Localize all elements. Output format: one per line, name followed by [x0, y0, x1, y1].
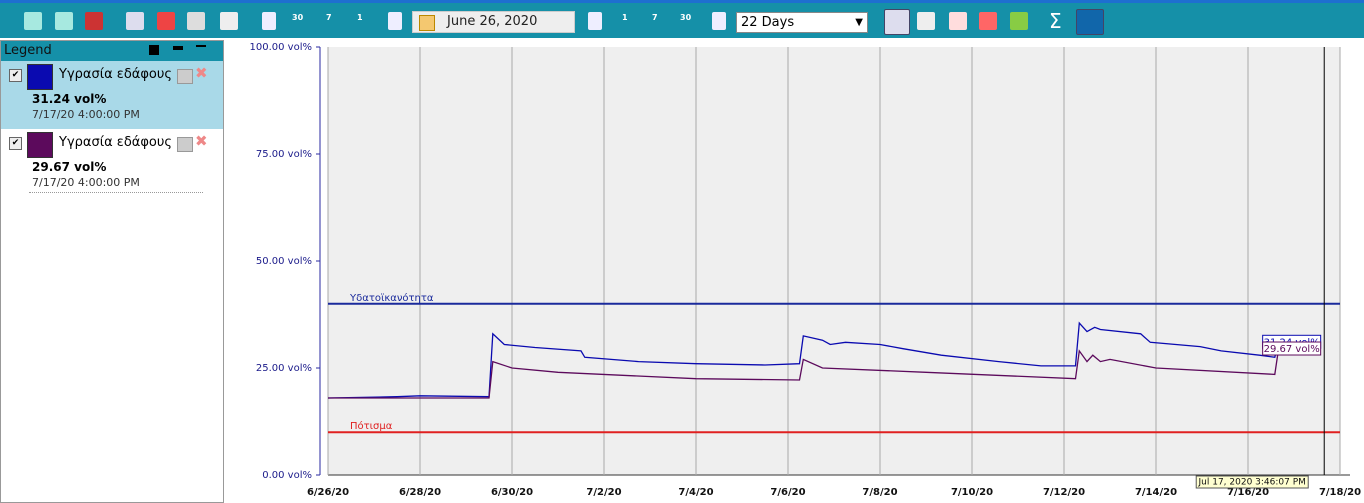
nav-fwd[interactable]: 1: [622, 13, 628, 22]
x-tick-label: 7/12/20: [1043, 487, 1085, 498]
x-tick-label: 7/16/20: [1227, 487, 1269, 498]
options-button[interactable]: [177, 69, 193, 84]
legend-entry[interactable]: ✔ Υγρασία εδάφους ✖ 31.24 vol% 7/17/20 4:00:…: [1, 61, 223, 129]
checkbox[interactable]: ✔: [9, 69, 22, 82]
chart-view-button[interactable]: [884, 9, 910, 35]
checkbox[interactable]: ✔: [9, 137, 22, 150]
export-button[interactable]: [85, 12, 103, 30]
date-text: June 26, 2020: [447, 14, 538, 29]
eye-button[interactable]: [1076, 9, 1104, 35]
table-view-button[interactable]: [917, 12, 935, 30]
x-tick-label: 7/4/20: [678, 487, 713, 498]
nav-back[interactable]: 7: [326, 13, 332, 22]
color-swatch: [27, 64, 53, 90]
remove-button[interactable]: ✖: [195, 64, 208, 82]
cursor-label: Jul 17, 2020 3:46:07 PM: [1198, 478, 1306, 488]
x-tick-label: 6/26/20: [307, 487, 349, 498]
save-button[interactable]: [24, 12, 42, 30]
end-label-box: [1262, 341, 1322, 356]
date-field[interactable]: June 26, 2020: [412, 11, 575, 33]
series-name: Υγρασία εδάφους: [59, 67, 173, 82]
nav-back[interactable]: 30: [292, 13, 304, 22]
separator: [29, 192, 203, 193]
save-as-button[interactable]: [55, 12, 73, 30]
color-swatch: [27, 132, 53, 158]
report-button[interactable]: [220, 12, 238, 30]
x-tick-label: 7/18/20: [1319, 487, 1361, 498]
range-select[interactable]: 22 Days ▼: [736, 12, 868, 33]
reference-label: Υδατοϊκανότητα: [349, 292, 434, 304]
nav-fwd[interactable]: 30: [680, 13, 692, 22]
end-label: 29.67 vol%: [1262, 341, 1322, 356]
remove-button[interactable]: ✖: [195, 132, 208, 150]
sensor-button[interactable]: [979, 12, 997, 30]
last-time: 7/17/20 4:00:00 PM: [32, 108, 140, 121]
range-text: 22 Days: [741, 15, 795, 30]
series-line: [327, 321, 1280, 399]
map-button[interactable]: [1010, 12, 1028, 30]
legend-title: Legend: [4, 43, 52, 58]
last-value: 31.24 vol%: [32, 92, 107, 106]
y-tick-label: 75.00 vol%: [256, 149, 312, 160]
legend-entry[interactable]: ✔ Υγρασία εδάφους ✖ 29.67 vol% 7/17/20 4:00:…: [1, 129, 223, 197]
csv-button[interactable]: [187, 12, 205, 30]
x-tick-label: 7/8/20: [862, 487, 897, 498]
x-tick-label: 7/14/20: [1135, 487, 1177, 498]
first-button[interactable]: [262, 12, 276, 30]
list-view-button[interactable]: [949, 12, 967, 30]
series-line: [328, 347, 1280, 399]
y-tick-label: 25.00 vol%: [256, 363, 312, 374]
y-tick-label: 100.00 vol%: [250, 42, 313, 53]
last-value: 29.67 vol%: [32, 160, 107, 174]
options-button[interactable]: [177, 137, 193, 152]
x-tick-label: 6/30/20: [491, 487, 533, 498]
last-time: 7/17/20 4:00:00 PM: [32, 176, 140, 189]
y-tick-label: 0.00 vol%: [262, 470, 312, 481]
calendar-icon[interactable]: [419, 15, 435, 31]
last-button[interactable]: [712, 12, 726, 30]
chart: 6/26/20 6/28/20 6/30/20 7/2/20 7/4/20 7/6/20 7…: [250, 42, 1362, 498]
next-button[interactable]: [588, 12, 602, 30]
plot-area: [328, 47, 1340, 475]
x-tick-label: 7/2/20: [586, 487, 621, 498]
end-label-text: 29.67 vol%: [1264, 344, 1320, 355]
series-name: Υγρασία εδάφους: [59, 135, 173, 150]
pdf-button[interactable]: [157, 12, 175, 30]
cursor-box: [1195, 475, 1309, 489]
prev-button[interactable]: [388, 12, 402, 30]
sum-button[interactable]: Σ: [1049, 9, 1062, 33]
x-tick-label: 6/28/20: [399, 487, 441, 498]
legend-panel: Legend ✔ Υγρασία εδάφους ✖ 31.24 vol% 7/17/2…: [0, 40, 224, 503]
nav-back[interactable]: 1: [357, 13, 363, 22]
nav-fwd[interactable]: 7: [652, 13, 658, 22]
y-tick-label: 50.00 vol%: [256, 256, 312, 267]
toolbar: 30 7 1 June 26, 2020 1 7 30 22 Days ▼ Σ: [0, 0, 1364, 38]
reference-label: Πότισμα: [350, 420, 393, 432]
legend-header: Legend: [1, 41, 223, 61]
x-tick-label: 7/6/20: [770, 487, 805, 498]
print-button[interactable]: [126, 12, 144, 30]
x-tick-label: 7/10/20: [951, 487, 993, 498]
